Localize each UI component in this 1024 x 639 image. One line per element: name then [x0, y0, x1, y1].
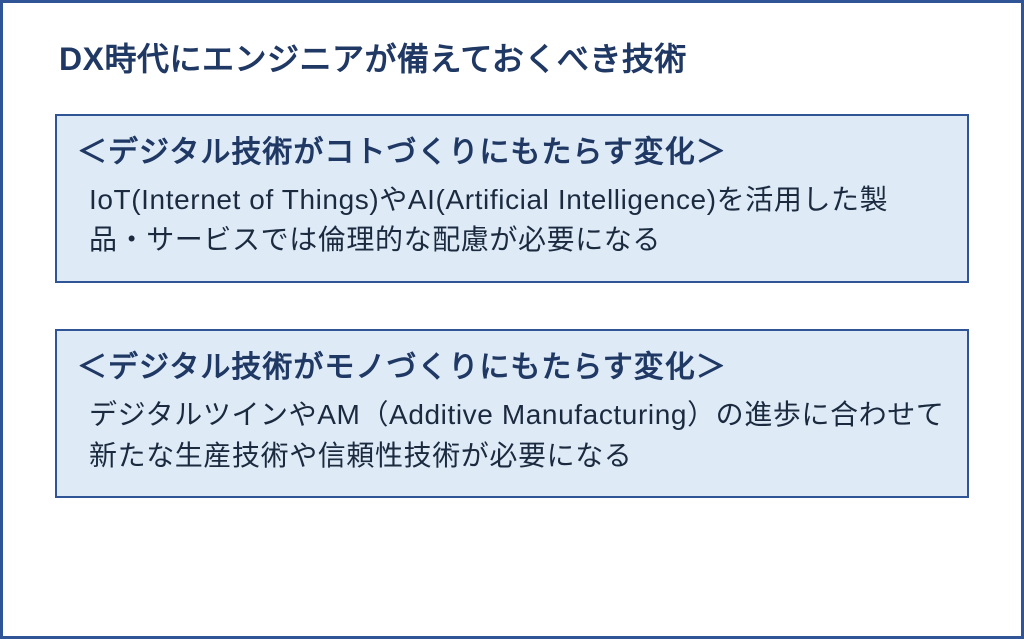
page-title: DX時代にエンジニアが備えておくべき技術 [55, 37, 969, 82]
slide-frame: DX時代にエンジニアが備えておくべき技術 ＜デジタル技術がコトづくりにもたらす変… [0, 0, 1024, 639]
box-stack: ＜デジタル技術がコトづくりにもたらす変化＞ IoT(Internet of Th… [55, 114, 969, 498]
box-mono-heading: ＜デジタル技術がモノづくりにもたらす変化＞ [77, 347, 947, 389]
box-koto-body: IoT(Internet of Things)やAI(Artificial In… [77, 174, 947, 261]
box-koto-heading: ＜デジタル技術がコトづくりにもたらす変化＞ [77, 132, 947, 174]
box-koto: ＜デジタル技術がコトづくりにもたらす変化＞ IoT(Internet of Th… [55, 114, 969, 283]
box-mono-body: デジタルツインやAM（Additive Manufacturing）の進歩に合わ… [77, 389, 947, 476]
box-mono: ＜デジタル技術がモノづくりにもたらす変化＞ デジタルツインやAM（Additiv… [55, 329, 969, 498]
